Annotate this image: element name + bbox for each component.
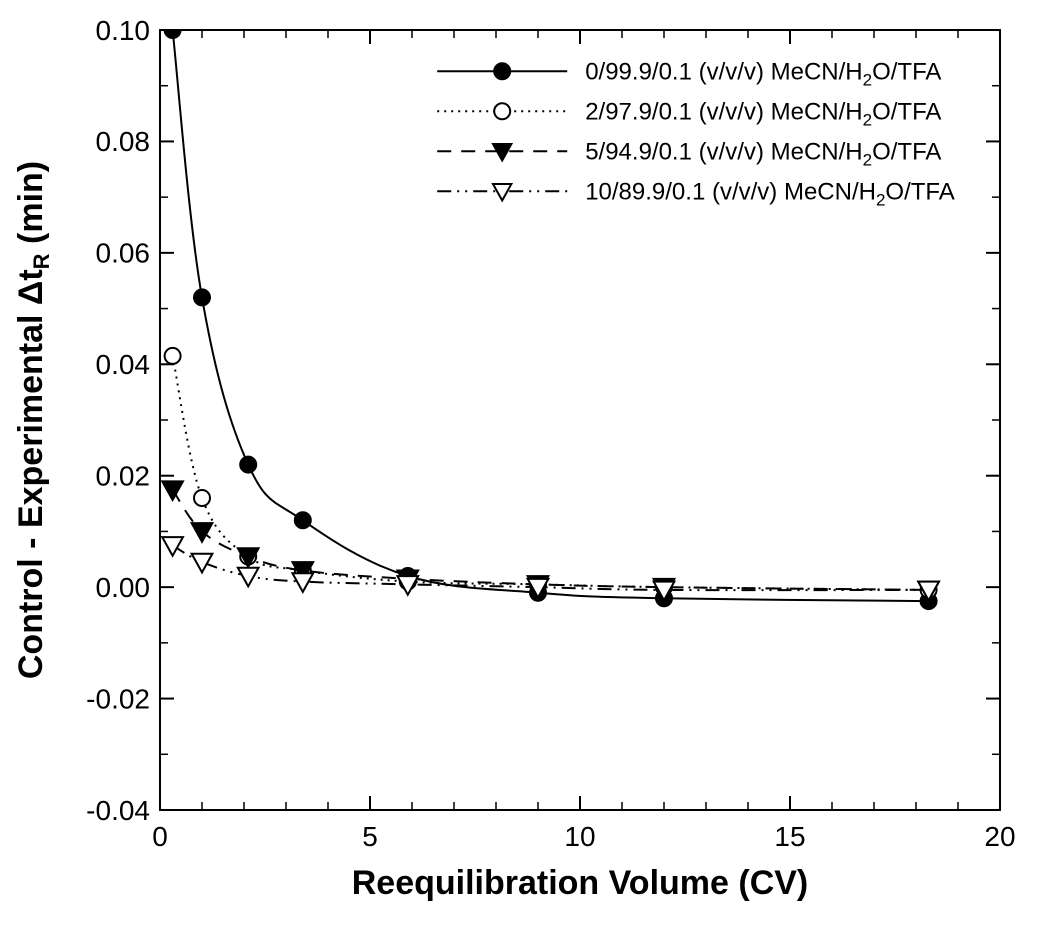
series-line-s3 [173, 545, 929, 590]
data-marker [194, 490, 210, 506]
data-marker [493, 184, 511, 201]
legend-label: 2/97.9/0.1 (v/v/v) MeCN/H2O/TFA [585, 99, 941, 130]
legend-label: 5/94.9/0.1 (v/v/v) MeCN/H2O/TFA [585, 139, 941, 170]
chart-container: 0 5 10 15 20 -0.04 -0.02 0.00 0.02 0.04 0.06 0.08 0.… [0, 0, 1050, 941]
legend: 0/99.9/0.1 (v/v/v) MeCN/H2O/TFA 2/97.9/0.… [437, 59, 955, 210]
y-tick-label: -0.02 [86, 683, 150, 714]
y-axis-title: Control - Experimental ΔtR (min) [12, 161, 54, 679]
legend-label: 10/89.9/0.1 (v/v/v) MeCN/H2O/TFA [585, 179, 955, 210]
data-marker [192, 523, 213, 542]
y-tick-label: -0.04 [86, 795, 150, 826]
y-tick-label: 0.02 [96, 461, 151, 492]
legend-label: 0/99.9/0.1 (v/v/v) MeCN/H2O/TFA [585, 59, 941, 90]
data-marker [238, 568, 259, 587]
reequilibration-chart: 0 5 10 15 20 -0.04 -0.02 0.00 0.02 0.04 0.06 0.08 0.… [0, 0, 1050, 941]
y-tick-label: 0.00 [96, 572, 151, 603]
data-marker [494, 63, 510, 79]
y-tick-label: 0.06 [96, 238, 151, 269]
y-tick-label: 0.08 [96, 126, 151, 157]
x-tick-label: 5 [362, 821, 378, 852]
data-marker [165, 22, 181, 38]
data-marker [165, 348, 181, 364]
series-line-s1 [173, 356, 929, 590]
y-tick-label: 0.04 [96, 349, 151, 380]
x-tick-label: 20 [984, 821, 1015, 852]
x-tick-label: 15 [774, 821, 805, 852]
x-axis-title: Reequilibration Volume (CV) [352, 864, 809, 902]
y-tick-label: 0.10 [96, 15, 151, 46]
x-tick-label: 0 [152, 821, 168, 852]
data-marker [295, 512, 311, 528]
data-marker [192, 554, 213, 573]
data-marker [194, 289, 210, 305]
data-marker [240, 457, 256, 473]
data-marker [494, 103, 510, 119]
data-marker [162, 537, 183, 556]
x-tick-label: 10 [564, 821, 595, 852]
data-marker [162, 481, 183, 500]
series-line-s2 [173, 490, 929, 590]
